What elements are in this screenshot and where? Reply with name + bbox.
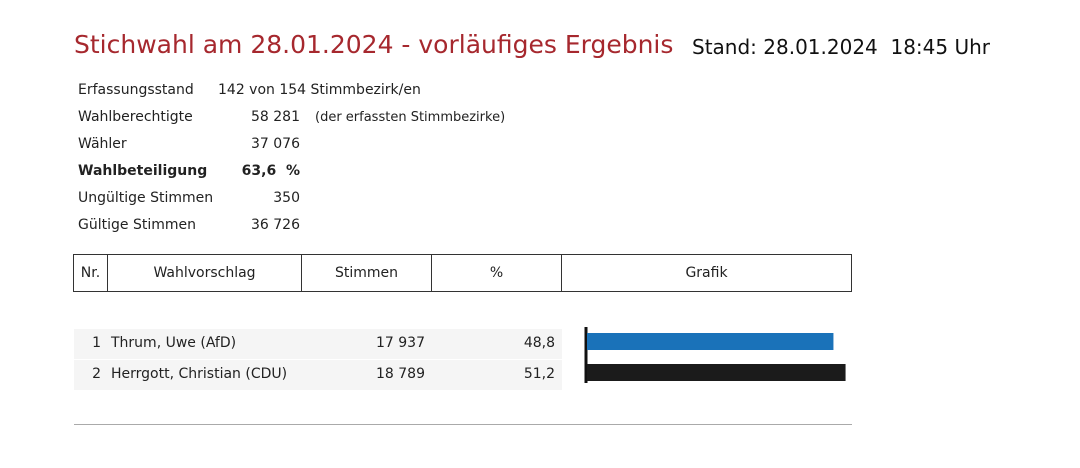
row-background — [74, 329, 562, 359]
title: Stichwahl am 28.01.2024 - vorläufiges Er… — [74, 30, 674, 59]
summary-label: Erfassungsstand — [78, 82, 194, 98]
summary-label: Wahlberechtigte — [78, 109, 193, 125]
summary-label: Ungültige Stimmen — [78, 190, 214, 206]
summary-label: Wahlbeteiligung — [78, 163, 208, 179]
bar — [587, 333, 834, 350]
stand: Stand: 28.01.2024 18:45 Uhr — [692, 35, 991, 59]
summary-label: Gültige Stimmen — [78, 217, 196, 233]
summary-value: 37 076 — [251, 136, 300, 152]
nr: 1 — [92, 335, 101, 351]
bar — [587, 364, 846, 381]
candidate: Herrgott, Christian (CDU) — [111, 366, 288, 382]
summary-value: 142 von 154 Stimmbezirk/en — [218, 82, 421, 98]
percent: 51,2 — [523, 366, 555, 382]
votes: 18 789 — [376, 366, 425, 382]
summary-value: 350 — [273, 190, 300, 206]
percent: 48,8 — [523, 335, 555, 351]
row-background — [74, 360, 562, 390]
summary-value: 36 726 — [251, 217, 300, 233]
summary-value: 58 281 — [251, 109, 300, 125]
summary-note: (der erfassten Stimmbezirke) — [315, 110, 506, 125]
column-header: Grafik — [561, 254, 852, 292]
votes: 17 937 — [376, 335, 425, 351]
divider — [74, 424, 852, 425]
summary-value: 63,6 % — [241, 163, 300, 179]
nr: 2 — [92, 366, 101, 382]
candidate: Thrum, Uwe (AfD) — [111, 335, 237, 351]
summary-label: Wähler — [78, 136, 127, 152]
